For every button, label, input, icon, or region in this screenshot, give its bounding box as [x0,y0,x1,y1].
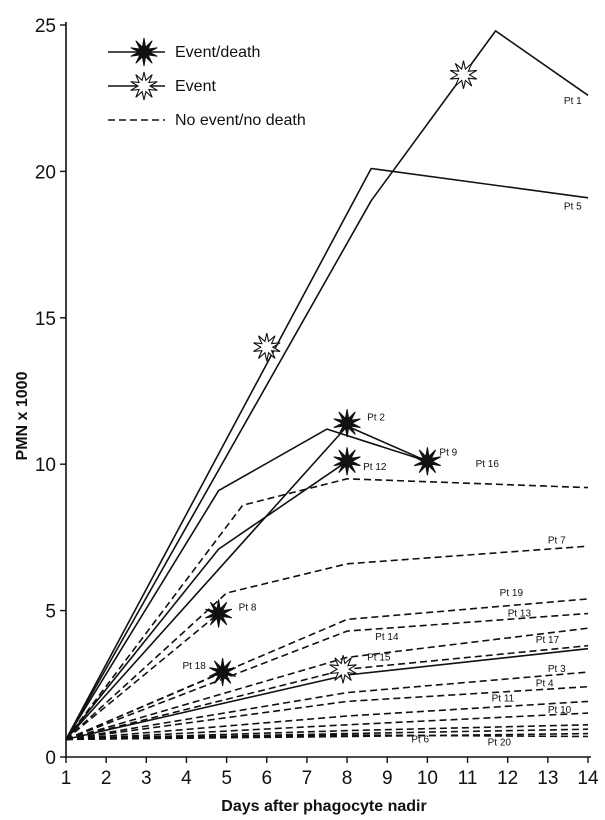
series-line [65,477,589,740]
series-line [65,167,589,740]
series-line [65,685,589,741]
series-line [65,671,223,741]
series-lines [65,30,589,741]
series-line [65,428,428,740]
event-death-marker [209,658,237,687]
patient-label: Pt 10 [548,705,572,716]
legend-marker [130,71,158,101]
patient-label: Pt 15 [367,652,391,663]
legend-label: Event [175,78,216,95]
series-line [65,700,589,741]
event-marker [329,655,357,684]
patient-label: Pt 8 [239,603,257,614]
patient-label: Pt 7 [548,535,566,546]
patient-label: Pt 11 [492,693,515,704]
patient-label: Pt 6 [411,734,429,745]
patient-label: Pt 13 [508,608,532,619]
x-tick-label: 11 [458,768,478,789]
series-line [65,425,428,740]
x-tick-label: 6 [261,768,272,789]
patient-label: Pt 9 [439,447,457,458]
y-tick-label: 25 [35,16,56,37]
x-axis-title: Days after phagocyte nadir [221,798,426,815]
patient-label: Pt 17 [536,635,560,646]
x-tick-label: 10 [417,768,438,789]
event-death-marker [333,409,361,438]
legend-label: No event/no death [175,112,306,129]
series-line [65,671,589,741]
x-tick-label: 4 [181,768,192,789]
patient-label: Pt 3 [548,664,566,675]
y-tick-label: 10 [35,455,56,476]
event-death-marker [205,599,233,628]
y-tick-label: 0 [45,748,56,769]
patient-label: Pt 4 [536,679,554,690]
series-line [65,545,589,740]
series-line [65,712,589,741]
patient-label: Pt 5 [564,201,582,212]
y-axis-title: PMN x 1000 [14,371,31,460]
y-tick-label: 15 [35,309,56,330]
patient-label: Pt 19 [500,588,524,599]
patient-label: Pt 2 [367,412,385,423]
y-tick-label: 5 [45,602,56,623]
legend-label: Event/death [175,44,260,61]
x-tick-label: 1 [61,768,72,789]
x-tick-label: 3 [141,768,152,789]
patient-label: Pt 1 [564,96,582,107]
series-line [65,612,589,741]
y-tick-label: 20 [35,162,56,183]
patient-label: Pt 18 [182,661,206,672]
x-tick-label: 9 [382,768,393,789]
event-markers [205,60,478,687]
series-line [65,734,589,741]
event-marker [253,332,281,362]
x-tick-label: 14 [577,768,599,789]
patient-labels: Pt 1 Pt 5 Pt 2 Pt 9 Pt 12 Pt 16 Pt 7 Pt 8 Pt 19 P… [182,96,582,748]
x-tick-label: 12 [497,768,518,789]
series-line [65,724,589,741]
x-tick-label: 7 [302,768,313,789]
series-line [65,30,589,740]
event-marker [449,60,478,89]
patient-label: Pt 16 [476,459,500,470]
x-tick-label: 2 [101,768,112,789]
x-tick-label: 8 [342,768,353,789]
patient-label: Pt 12 [363,462,387,473]
event-death-marker [413,447,441,476]
patient-label: Pt 14 [375,632,399,643]
patient-label: Pt 20 [488,737,512,748]
x-tick-label: 13 [537,768,558,789]
series-line [65,627,589,741]
series-line [65,460,348,740]
chart-legend: Event/death Event No event/no death [108,37,306,129]
legend-marker [130,37,158,67]
event-death-marker [333,447,361,476]
x-tick-label: 5 [221,768,232,789]
